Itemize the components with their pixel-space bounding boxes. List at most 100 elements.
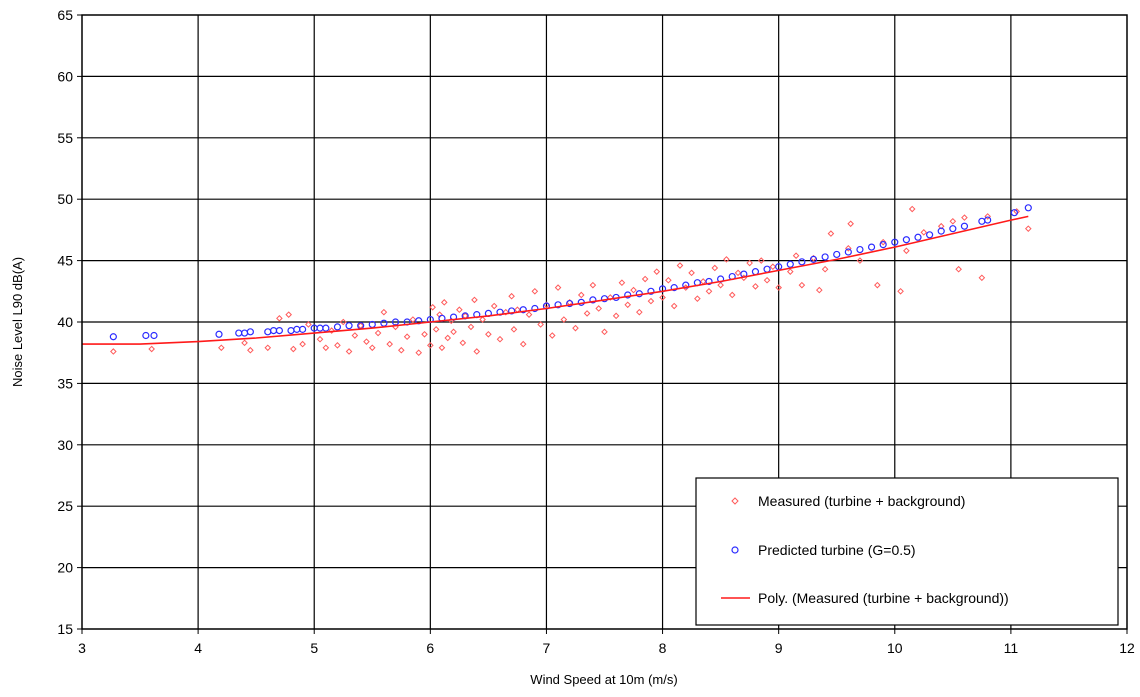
measured-point xyxy=(653,268,661,275)
measured-point xyxy=(961,214,968,221)
predicted-point xyxy=(345,322,353,330)
x-tick-label: 9 xyxy=(775,640,783,656)
predicted-point xyxy=(293,325,301,333)
predicted-point xyxy=(215,330,223,338)
measured-point xyxy=(676,262,684,269)
measured-point xyxy=(641,275,649,283)
measured-point xyxy=(769,263,777,271)
measured-point xyxy=(456,306,463,314)
x-tick-label: 11 xyxy=(1004,640,1019,656)
measured-point xyxy=(345,348,353,355)
predicted-point xyxy=(589,296,597,304)
measured-point xyxy=(403,333,411,341)
gridlines xyxy=(82,15,1127,629)
predicted-point xyxy=(240,329,249,337)
x-tick-label: 3 xyxy=(78,640,86,656)
predicted-point xyxy=(109,333,117,341)
measured-point xyxy=(897,287,904,295)
measured-point xyxy=(694,295,701,302)
predicted-point xyxy=(763,265,771,273)
measured-point xyxy=(363,338,370,345)
y-tick-label: 20 xyxy=(57,560,73,576)
measured-point xyxy=(368,344,376,352)
y-tick-label: 45 xyxy=(57,253,73,269)
measured-point xyxy=(427,342,434,349)
predicted-point xyxy=(821,253,829,261)
legend-label: Poly. (Measured (turbine + background)) xyxy=(758,590,1009,606)
predicted-point xyxy=(1010,209,1018,217)
legend-box xyxy=(695,477,1119,626)
predicted-point xyxy=(949,225,957,233)
measured-point xyxy=(577,291,585,299)
x-tick-label: 12 xyxy=(1119,640,1135,656)
measured-point xyxy=(285,311,292,318)
predicted-point xyxy=(150,331,158,340)
measured-point xyxy=(305,321,312,328)
measured-point xyxy=(531,287,539,295)
measured-point xyxy=(519,340,527,348)
measured-point xyxy=(908,205,916,213)
measured-point xyxy=(827,230,835,237)
measured-point xyxy=(984,213,991,220)
y-tick-label: 30 xyxy=(57,437,73,453)
predicted-point xyxy=(978,217,986,225)
measured-point xyxy=(670,302,678,310)
predicted-point xyxy=(624,291,632,299)
predicted-point xyxy=(891,238,899,246)
predicted-point xyxy=(833,250,841,259)
y-tick-label: 35 xyxy=(57,375,73,391)
measured-point xyxy=(554,284,562,291)
predicted-point xyxy=(786,260,794,268)
measured-point xyxy=(978,274,986,282)
measured-point xyxy=(612,312,620,320)
measured-point xyxy=(334,342,341,349)
measured-point xyxy=(874,281,881,289)
measured-point xyxy=(728,291,736,299)
measured-point xyxy=(572,324,579,332)
predicted-point xyxy=(380,319,388,327)
predicted-point xyxy=(275,326,283,335)
measured-point xyxy=(845,245,852,252)
measured-point xyxy=(937,222,945,230)
measured-point xyxy=(798,281,806,289)
measured-point xyxy=(659,294,666,301)
measured-point xyxy=(299,340,306,348)
predicted-point xyxy=(299,325,307,333)
measured-point xyxy=(397,346,405,354)
predicted-point xyxy=(867,243,876,251)
measured-point xyxy=(723,256,730,263)
measured-point xyxy=(440,299,448,306)
predicted-point xyxy=(914,233,922,241)
measured-point xyxy=(949,217,957,225)
measured-point xyxy=(746,259,753,267)
measured-point xyxy=(705,287,713,295)
measured-point xyxy=(351,332,359,339)
predicted-point xyxy=(1024,204,1032,212)
measured-point xyxy=(438,344,446,352)
measured-point xyxy=(471,296,478,304)
predicted-point xyxy=(519,306,527,314)
measured-point xyxy=(386,340,394,348)
measured-point xyxy=(792,252,800,259)
predicted-point xyxy=(798,258,806,266)
plot-area xyxy=(82,204,1032,357)
measured-point xyxy=(548,332,556,339)
measured-point xyxy=(583,310,591,317)
measured-point xyxy=(247,346,254,354)
measured-point xyxy=(624,301,632,309)
measured-point xyxy=(815,286,823,294)
measured-point xyxy=(757,257,765,264)
measured-point xyxy=(490,302,498,310)
measured-point xyxy=(1024,225,1032,232)
measured-point xyxy=(775,284,782,291)
predicted-point xyxy=(269,326,278,335)
measured-point xyxy=(903,247,910,255)
predicted-point xyxy=(670,284,678,292)
predicted-point xyxy=(902,236,910,244)
measured-point xyxy=(510,326,518,333)
measured-point xyxy=(636,308,643,316)
measured-point xyxy=(734,269,742,277)
predicted-point xyxy=(937,227,945,235)
